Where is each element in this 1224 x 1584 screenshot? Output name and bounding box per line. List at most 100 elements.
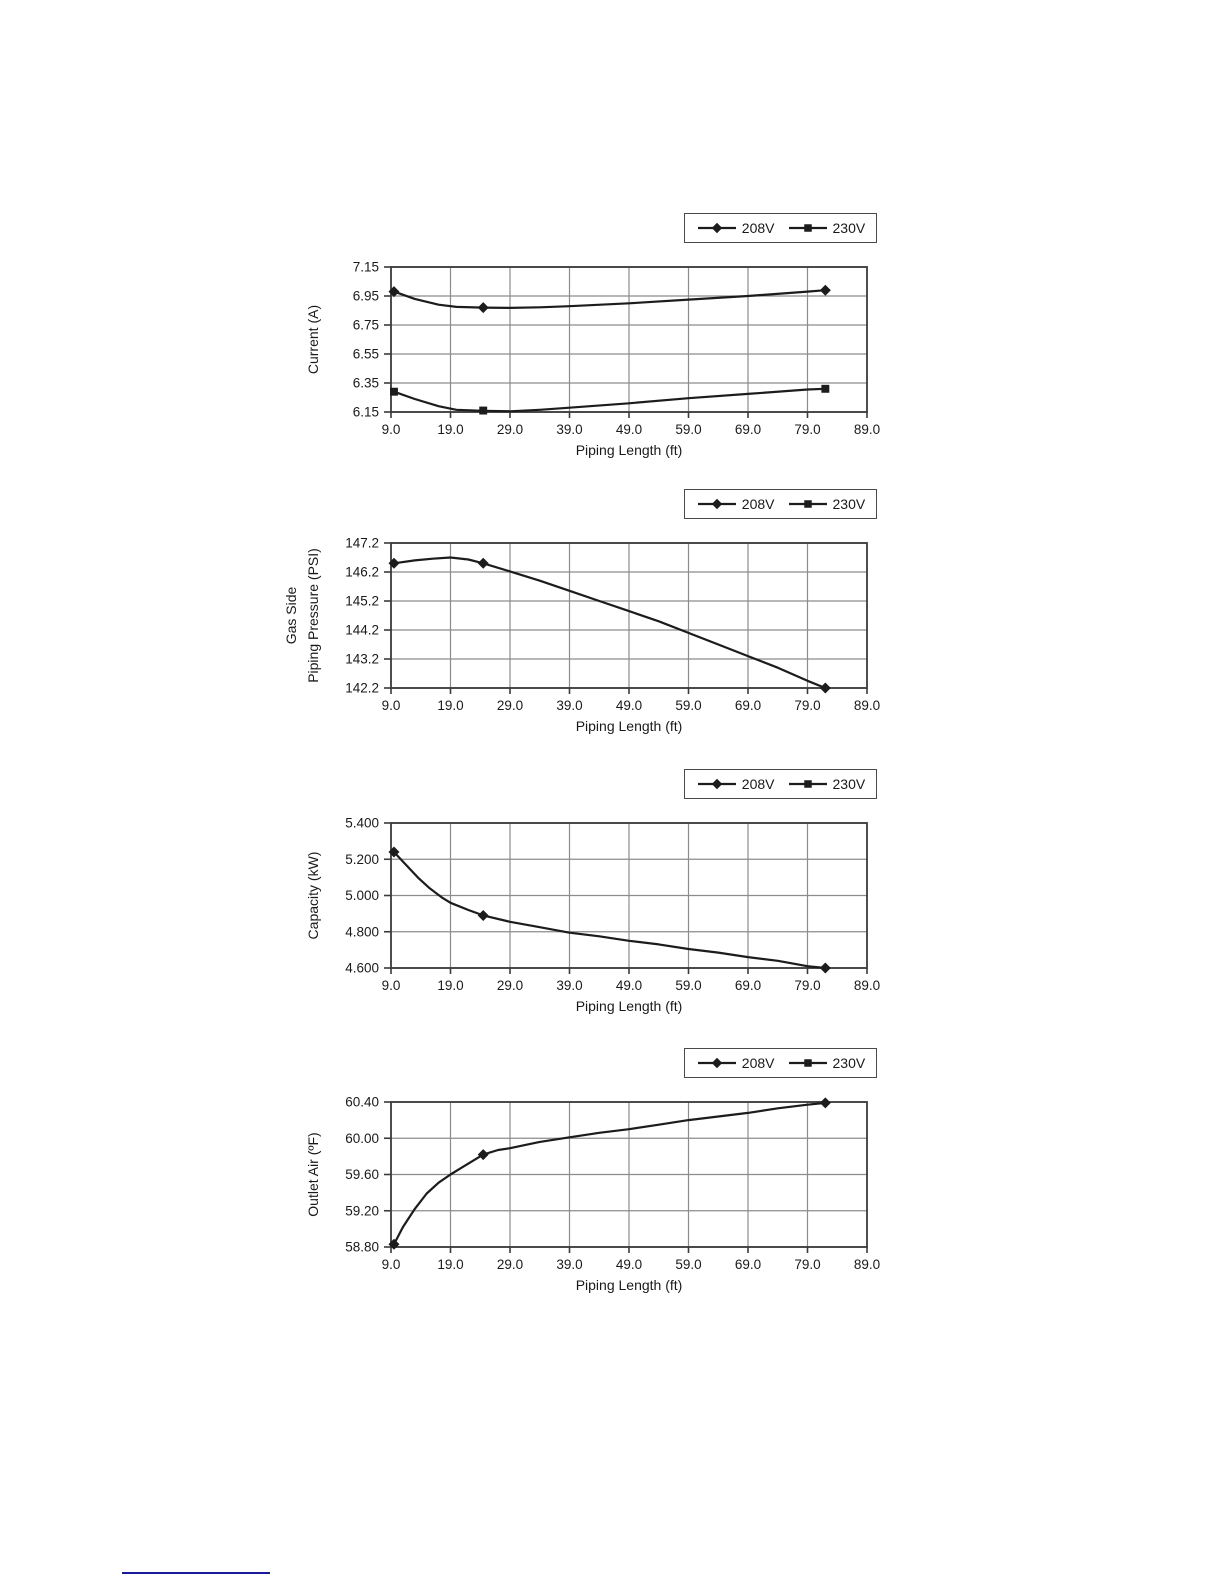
y-axis-title: Gas Side bbox=[283, 586, 299, 644]
legend-capacity: 208V 230V bbox=[684, 769, 877, 799]
data-point-square bbox=[479, 406, 488, 415]
x-axis-title: Piping Length (ft) bbox=[576, 1277, 683, 1293]
x-tick-label: 59.0 bbox=[675, 698, 701, 713]
data-point-diamond bbox=[819, 962, 831, 974]
series-line-230v bbox=[392, 387, 827, 413]
data-point-diamond bbox=[388, 286, 400, 298]
x-tick-label: 19.0 bbox=[437, 1257, 463, 1272]
x-tick-label: 69.0 bbox=[735, 698, 761, 713]
y-axis-title: Outlet Air (ºF) bbox=[305, 1132, 321, 1216]
legend-item-230v: 230V bbox=[787, 220, 866, 236]
legend-outlet-air: 208V 230V bbox=[684, 1048, 877, 1078]
data-point-diamond bbox=[819, 1097, 831, 1109]
x-tick-label: 79.0 bbox=[794, 978, 820, 993]
series-line-208v bbox=[392, 556, 827, 690]
diamond-marker-icon bbox=[697, 778, 736, 790]
square-marker-icon bbox=[788, 224, 827, 232]
x-tick-label: 59.0 bbox=[675, 1257, 701, 1272]
legend-label: 230V bbox=[832, 496, 866, 512]
legend-label: 208V bbox=[741, 776, 775, 792]
plot-gas-pressure: 147.2 146.2 145.2 144.2 143.2 142.29.0 19.0 29.… bbox=[283, 536, 880, 735]
y-tick-label: 60.40 bbox=[345, 1095, 379, 1110]
x-tick-label: 9.0 bbox=[382, 1257, 401, 1272]
y-tick-label: 4.800 bbox=[345, 924, 379, 939]
x-tick-label: 89.0 bbox=[854, 422, 880, 437]
data-point-square bbox=[390, 387, 398, 396]
x-tick-label: 39.0 bbox=[556, 422, 582, 437]
x-tick-label: 69.0 bbox=[735, 422, 761, 437]
x-tick-label: 19.0 bbox=[437, 422, 463, 437]
footnote-rule bbox=[122, 1572, 270, 1574]
legend-item-208v: 208V bbox=[696, 777, 775, 791]
data-point-diamond bbox=[477, 1149, 489, 1161]
y-tick-label: 5.400 bbox=[345, 816, 379, 831]
x-axis-title: Piping Length (ft) bbox=[576, 442, 683, 458]
x-tick-label: 49.0 bbox=[616, 698, 642, 713]
y-tick-label: 7.15 bbox=[353, 260, 379, 275]
square-marker-icon bbox=[788, 780, 827, 788]
series-line-208v bbox=[392, 1101, 827, 1246]
legend-label: 230V bbox=[832, 220, 866, 236]
square-marker-icon bbox=[788, 1059, 827, 1067]
diamond-marker-icon bbox=[697, 498, 736, 510]
x-tick-label: 59.0 bbox=[675, 422, 701, 437]
chart-block-gas-pressure: 208V 230V 147.2 146.2 145.2 144.2 143.2 142.2 9.… bbox=[270, 489, 890, 735]
x-tick-label: 89.0 bbox=[854, 698, 880, 713]
x-tick-label: 19.0 bbox=[437, 698, 463, 713]
data-point-diamond bbox=[388, 1238, 400, 1250]
y-axis-title: Piping Pressure (PSI) bbox=[305, 548, 321, 683]
y-tick-label: 143.2 bbox=[345, 652, 379, 667]
y-tick-label: 60.00 bbox=[345, 1131, 379, 1146]
x-tick-label: 49.0 bbox=[616, 422, 642, 437]
legend-label: 208V bbox=[741, 220, 775, 236]
y-tick-label: 58.80 bbox=[345, 1240, 379, 1255]
x-tick-label: 49.0 bbox=[616, 978, 642, 993]
y-tick-label: 59.20 bbox=[345, 1203, 379, 1218]
y-tick-label: 5.000 bbox=[345, 888, 379, 903]
x-tick-label: 29.0 bbox=[497, 698, 523, 713]
x-tick-label: 9.0 bbox=[382, 978, 401, 993]
legend-item-208v: 208V bbox=[696, 221, 775, 235]
x-tick-label: 29.0 bbox=[497, 422, 523, 437]
x-tick-label: 49.0 bbox=[616, 1257, 642, 1272]
x-axis-title: Piping Length (ft) bbox=[576, 998, 683, 1014]
y-tick-label: 6.55 bbox=[353, 347, 379, 362]
y-tick-label: 59.60 bbox=[345, 1167, 379, 1182]
y-tick-label: 6.35 bbox=[353, 376, 379, 391]
y-tick-label: 6.95 bbox=[353, 289, 379, 304]
x-tick-label: 79.0 bbox=[794, 422, 820, 437]
y-tick-label: 142.2 bbox=[345, 681, 379, 696]
data-point-diamond bbox=[819, 682, 831, 694]
x-tick-label: 79.0 bbox=[794, 698, 820, 713]
x-tick-label: 89.0 bbox=[854, 1257, 880, 1272]
plot-outlet-air: 60.40 60.00 59.60 59.20 58.809.0 19.0 29.0 39.0… bbox=[305, 1095, 880, 1294]
legend-gas-pressure: 208V 230V bbox=[684, 489, 877, 519]
x-tick-label: 59.0 bbox=[675, 978, 701, 993]
legend-item-208v: 208V bbox=[696, 1056, 775, 1070]
series-line-208v bbox=[392, 289, 827, 309]
y-axis-title: Capacity (kW) bbox=[305, 852, 321, 940]
x-tick-label: 9.0 bbox=[382, 422, 401, 437]
data-point-diamond bbox=[819, 284, 831, 296]
legend-item-230v: 230V bbox=[787, 777, 865, 791]
plot-current: 7.15 6.95 6.75 6.55 6.35 6.159.0 19.0 29.0 39.0 4… bbox=[305, 260, 880, 459]
legend-label: 208V bbox=[741, 496, 775, 512]
diamond-marker-icon bbox=[697, 1057, 736, 1069]
data-point-square bbox=[821, 384, 830, 393]
chart-block-capacity: 208V 230V 5.400 5.200 5.000 4.800 4.600 9.0 19.0… bbox=[270, 769, 890, 1015]
chart-block-outlet-air: 208V 230V 60.40 60.00 59.60 59.20 58.80 9.0 19.0… bbox=[270, 1048, 890, 1294]
series-line-208v bbox=[392, 850, 827, 970]
x-tick-label: 39.0 bbox=[556, 1257, 582, 1272]
data-point-diamond bbox=[477, 302, 489, 314]
legend-item-230v: 230V bbox=[787, 1056, 865, 1070]
data-point-diamond bbox=[477, 557, 489, 569]
data-point-diamond bbox=[388, 557, 400, 569]
y-tick-label: 5.200 bbox=[345, 852, 379, 867]
chart-block-current: 208V 230V 7.15 6.95 6.75 6.55 6.35 6.15 9.0 19.0 2… bbox=[270, 213, 890, 459]
legend-current: 208V 230V bbox=[684, 213, 877, 243]
x-tick-label: 39.0 bbox=[556, 978, 582, 993]
y-tick-label: 144.2 bbox=[345, 623, 379, 638]
x-tick-label: 19.0 bbox=[437, 978, 463, 993]
